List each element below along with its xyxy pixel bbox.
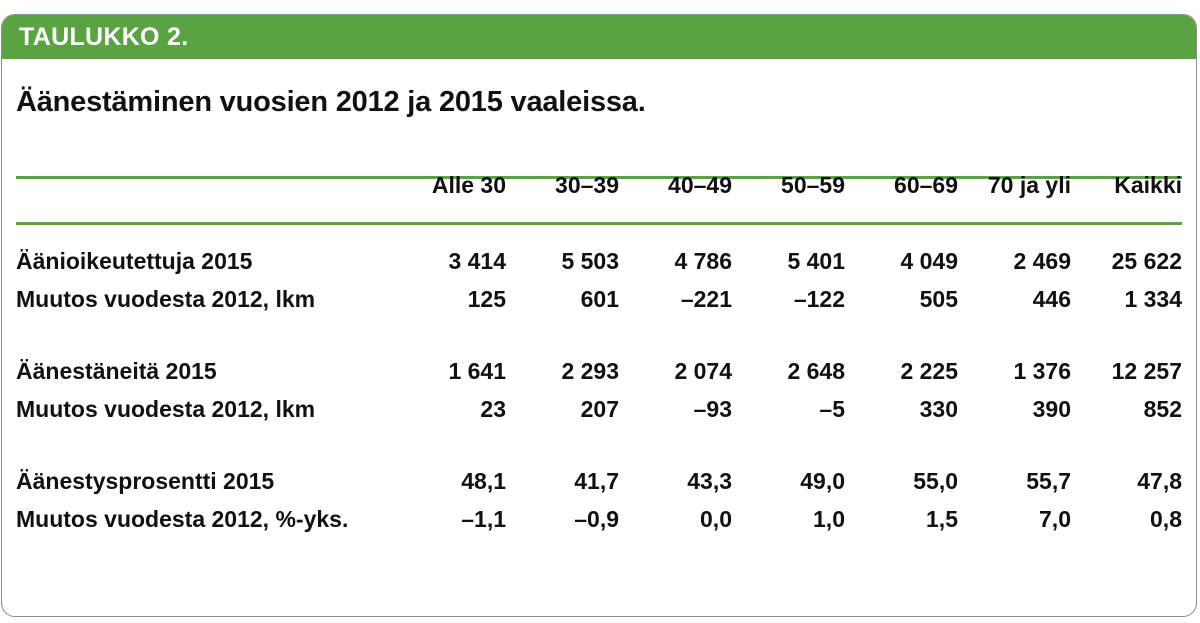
column-header: 60–69 <box>894 171 958 198</box>
table-cell: 1,0 <box>813 505 845 532</box>
table-cell: 25 622 <box>1111 247 1182 274</box>
table-number-label: TAULUKKO 2. <box>19 23 189 51</box>
column-header: 70 ja yli <box>987 171 1071 198</box>
table-cell: 47,8 <box>1137 467 1182 494</box>
table-cell: 2 469 <box>1013 247 1071 274</box>
column-header: 40–49 <box>668 171 732 198</box>
column-header: Kaikki <box>1114 171 1182 198</box>
row-label: Muutos vuodesta 2012, %-yks. <box>16 505 349 532</box>
table-cell: 2 225 <box>900 357 958 384</box>
table-cell: 2 293 <box>561 357 619 384</box>
row-label: Äänioikeutettuja 2015 <box>16 247 253 274</box>
table-cell: 1 641 <box>448 357 506 384</box>
spacer-row <box>16 318 1182 352</box>
row-header-cell <box>16 162 382 208</box>
table-cell: 4 049 <box>900 247 958 274</box>
row-label: Muutos vuodesta 2012, lkm <box>16 285 316 312</box>
table-cell: –93 <box>693 395 732 422</box>
table-row: Äänestäneitä 2015 1 641 2 293 2 074 2 64… <box>16 352 1182 390</box>
table-cell: –5 <box>819 395 845 422</box>
table-cell: 2 074 <box>674 357 732 384</box>
column-header: Alle 30 <box>431 171 506 198</box>
data-table: Alle 30 30–39 40–49 50–59 60–69 70 ja yl… <box>16 162 1182 538</box>
table-cell: 390 <box>1032 395 1071 422</box>
table-card: TAULUKKO 2. <box>1 14 1197 617</box>
row-label: Muutos vuodesta 2012, lkm <box>16 395 316 422</box>
top-rule <box>16 176 1182 179</box>
table-cell: 48,1 <box>461 467 506 494</box>
table-cell: 12 257 <box>1111 357 1182 384</box>
table-cell: –221 <box>680 285 732 312</box>
spacer-row <box>16 428 1182 462</box>
table-cell: 23 <box>480 395 506 422</box>
table-cell: –122 <box>793 285 845 312</box>
table-cell: 0,0 <box>700 505 732 532</box>
table-cell: 852 <box>1143 395 1182 422</box>
table-cell: 125 <box>467 285 506 312</box>
table-title: Äänestäminen vuosien 2012 ja 2015 vaalei… <box>16 86 646 118</box>
table-cell: 2 648 <box>787 357 845 384</box>
table-cell: 55,7 <box>1026 467 1071 494</box>
table-cell: 43,3 <box>687 467 732 494</box>
table-cell: 446 <box>1032 285 1071 312</box>
table-row: Äänestysprosentti 2015 48,1 41,7 43,3 49… <box>16 462 1182 500</box>
column-header-row: Alle 30 30–39 40–49 50–59 60–69 70 ja yl… <box>16 162 1182 208</box>
table-cell: 7,0 <box>1039 505 1071 532</box>
row-label: Äänestysprosentti 2015 <box>16 467 275 494</box>
table-row: Äänioikeutettuja 2015 3 414 5 503 4 786 … <box>16 242 1182 280</box>
table-row: Muutos vuodesta 2012, lkm 23 207 –93 –5 … <box>16 390 1182 428</box>
spacer-row <box>16 208 1182 242</box>
table-cell: –1,1 <box>461 505 506 532</box>
table-cell: 0,8 <box>1150 505 1182 532</box>
table-cell: 1 376 <box>1013 357 1071 384</box>
table-cell: 505 <box>919 285 958 312</box>
table-cell: –0,9 <box>574 505 619 532</box>
table-cell: 601 <box>580 285 619 312</box>
table-cell: 1 334 <box>1124 285 1182 312</box>
header-rule <box>16 222 1182 225</box>
table-cell: 330 <box>919 395 958 422</box>
header-bar: TAULUKKO 2. <box>2 15 1196 59</box>
row-label: Äänestäneitä 2015 <box>16 357 217 384</box>
table-cell: 207 <box>580 395 619 422</box>
table-cell: 3 414 <box>448 247 506 274</box>
table-cell: 5 401 <box>787 247 845 274</box>
table-cell: 49,0 <box>800 467 845 494</box>
table-cell: 5 503 <box>561 247 619 274</box>
table-cell: 1,5 <box>926 505 958 532</box>
column-header: 50–59 <box>781 171 845 198</box>
table-cell: 55,0 <box>913 467 958 494</box>
column-header: 30–39 <box>555 171 619 198</box>
table-row: Muutos vuodesta 2012, %-yks. –1,1 –0,9 0… <box>16 500 1182 538</box>
table-cell: 41,7 <box>574 467 619 494</box>
table-cell: 4 786 <box>674 247 732 274</box>
table-row: Muutos vuodesta 2012, lkm 125 601 –221 –… <box>16 280 1182 318</box>
